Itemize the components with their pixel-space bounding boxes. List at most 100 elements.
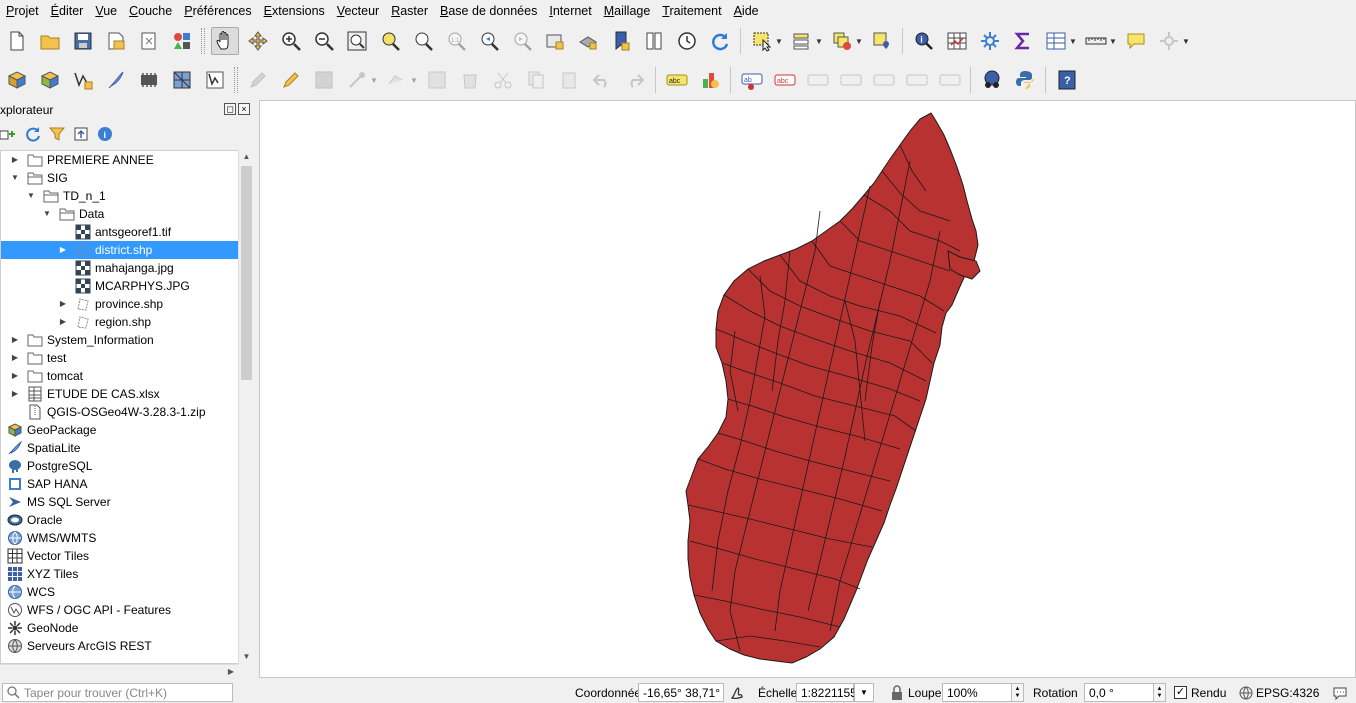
change-label-button[interactable] bbox=[870, 66, 898, 94]
magnifier-field[interactable]: 100% bbox=[942, 683, 1012, 702]
expand-arrow-icon[interactable]: ▶ bbox=[11, 371, 19, 380]
save-as-button[interactable] bbox=[102, 27, 130, 55]
scroll-right-icon[interactable]: ▶ bbox=[227, 667, 235, 676]
print-layout-button[interactable] bbox=[135, 27, 163, 55]
menu-raster[interactable]: Raster bbox=[385, 0, 434, 22]
layer-diagram-button[interactable] bbox=[696, 66, 724, 94]
data-source-manager-button[interactable] bbox=[3, 66, 31, 94]
new-map-view-button[interactable] bbox=[541, 27, 569, 55]
attribute-table-button[interactable] bbox=[943, 27, 971, 55]
bookmark-button[interactable] bbox=[607, 27, 635, 55]
messages-icon[interactable] bbox=[1332, 683, 1348, 702]
select-features-dropdown[interactable]: ▼ bbox=[775, 36, 783, 46]
tree-item[interactable]: XYZ Tiles bbox=[1, 565, 238, 583]
measure-button[interactable] bbox=[1082, 27, 1110, 55]
statistics-button[interactable] bbox=[1009, 27, 1037, 55]
tree-item[interactable]: ▶ System_Information bbox=[1, 331, 238, 349]
tree-item[interactable]: ▶ region.shp bbox=[1, 313, 238, 331]
coordinate-field[interactable]: -16,65° 38,71° bbox=[638, 683, 724, 702]
tree-item[interactable]: mahajanga.jpg bbox=[1, 259, 238, 277]
label-properties-button[interactable] bbox=[903, 66, 931, 94]
collapse-arrow-icon[interactable]: ▼ bbox=[11, 173, 19, 182]
zoom-out-button[interactable] bbox=[310, 27, 338, 55]
modify-attributes-button[interactable] bbox=[423, 66, 451, 94]
deselect-dropdown[interactable]: ▼ bbox=[855, 36, 863, 46]
settings-dropdown[interactable]: ▼ bbox=[1182, 36, 1190, 46]
expand-arrow-icon[interactable]: ▶ bbox=[59, 299, 67, 308]
toolbar-grip[interactable] bbox=[201, 28, 205, 54]
menu-vue[interactable]: Vue bbox=[89, 0, 123, 22]
tree-item[interactable]: MS SQL Server bbox=[1, 493, 238, 511]
rotation-field[interactable]: 0,0 ° bbox=[1084, 683, 1154, 702]
collapse-arrow-icon[interactable]: ▼ bbox=[43, 209, 51, 218]
pin-labels-button[interactable]: ab bbox=[738, 66, 766, 94]
tree-item[interactable]: ▶ province.shp bbox=[1, 295, 238, 313]
select-features-button[interactable] bbox=[748, 27, 776, 55]
tree-item[interactable]: ▼ TD_n_1 bbox=[1, 187, 238, 205]
expand-arrow-icon[interactable]: ▶ bbox=[11, 353, 19, 362]
tree-item[interactable]: ▶ PREMIERE ANNEE bbox=[1, 151, 238, 169]
tree-item[interactable]: Vector Tiles bbox=[1, 547, 238, 565]
pan-to-selection-button[interactable] bbox=[244, 27, 272, 55]
new-mesh-layer-button[interactable] bbox=[168, 66, 196, 94]
tree-item[interactable]: QGIS-OSGeo4W-3.28.3-1.zip bbox=[1, 403, 238, 421]
tree-item[interactable]: ▶ ETUDE DE CAS.xlsx bbox=[1, 385, 238, 403]
zoom-to-layer-button[interactable] bbox=[409, 27, 437, 55]
tree-item[interactable]: PostgreSQL bbox=[1, 457, 238, 475]
zoom-full-button[interactable] bbox=[343, 27, 371, 55]
tree-item[interactable]: WMS/WMTS bbox=[1, 529, 238, 547]
new-3d-view-button[interactable] bbox=[574, 27, 602, 55]
processing-toolbox-button[interactable] bbox=[976, 27, 1004, 55]
edits-button[interactable] bbox=[244, 66, 272, 94]
toolbar-grip[interactable] bbox=[234, 67, 238, 93]
deselect-button[interactable] bbox=[828, 27, 856, 55]
menu--diter[interactable]: Éditer bbox=[45, 0, 90, 22]
move-label-button[interactable] bbox=[804, 66, 832, 94]
vertex-tool-dropdown[interactable]: ▼ bbox=[410, 75, 418, 85]
tree-item[interactable]: ▶ tomcat bbox=[1, 367, 238, 385]
style-manager-button[interactable] bbox=[168, 27, 196, 55]
float-panel-button[interactable]: ◻ bbox=[224, 103, 236, 115]
new-project-button[interactable] bbox=[3, 27, 31, 55]
zoom-last-button[interactable] bbox=[475, 27, 503, 55]
vertex-tool-button[interactable] bbox=[383, 66, 411, 94]
menu-base-de-donn-es[interactable]: Base de données bbox=[434, 0, 543, 22]
locator-search[interactable]: Taper pour trouver (Ctrl+K) bbox=[2, 683, 233, 702]
undo-button[interactable] bbox=[588, 66, 616, 94]
zoom-next-button[interactable] bbox=[508, 27, 536, 55]
tree-item[interactable]: GeoPackage bbox=[1, 421, 238, 439]
menu-extensions[interactable]: Extensions bbox=[258, 0, 331, 22]
tree-item[interactable]: ▼ Data bbox=[1, 205, 238, 223]
menu-projet[interactable]: Projet bbox=[0, 0, 45, 22]
rotation-spinner[interactable]: ▲ ▼ bbox=[1154, 683, 1166, 702]
show-hide-labels-button[interactable]: abc bbox=[771, 66, 799, 94]
scale-dropdown-icon[interactable]: ▼ bbox=[854, 683, 874, 702]
settings-button[interactable] bbox=[1155, 27, 1183, 55]
menu-pr-f-rences[interactable]: Préférences bbox=[178, 0, 257, 22]
tree-item[interactable]: MCARPHYS.JPG bbox=[1, 277, 238, 295]
delete-selected-button[interactable] bbox=[456, 66, 484, 94]
new-temporary-layer-button[interactable] bbox=[201, 66, 229, 94]
toggle-editing-button[interactable] bbox=[277, 66, 305, 94]
save-project-button[interactable] bbox=[69, 27, 97, 55]
new-spatialite-layer-button[interactable] bbox=[102, 66, 130, 94]
expand-arrow-icon[interactable]: ▶ bbox=[59, 317, 67, 326]
digitize-dropdown[interactable]: ▼ bbox=[370, 75, 378, 85]
add-layer-icon[interactable] bbox=[0, 125, 18, 143]
digitize-button[interactable] bbox=[343, 66, 371, 94]
tree-item[interactable]: Oracle bbox=[1, 511, 238, 529]
tree-item[interactable]: WFS / OGC API - Features bbox=[1, 601, 238, 619]
vertical-scrollbar[interactable]: ▲ ▼ bbox=[238, 150, 253, 664]
save-edits-button[interactable] bbox=[310, 66, 338, 94]
measure-dropdown[interactable]: ▼ bbox=[1109, 36, 1117, 46]
info-icon[interactable]: i bbox=[96, 125, 114, 143]
scroll-down-icon[interactable]: ▼ bbox=[242, 652, 251, 661]
cut-button[interactable] bbox=[489, 66, 517, 94]
new-virtual-layer-button[interactable] bbox=[135, 66, 163, 94]
magnifier-spinner[interactable]: ▲ ▼ bbox=[1012, 683, 1024, 702]
menu-traitement[interactable]: Traitement bbox=[656, 0, 727, 22]
lock-icon[interactable] bbox=[890, 683, 904, 702]
scale-field[interactable]: 1:8221155 bbox=[796, 683, 857, 702]
menu-vecteur[interactable]: Vecteur bbox=[331, 0, 385, 22]
horizontal-scrollbar[interactable]: ▶ bbox=[0, 664, 238, 678]
